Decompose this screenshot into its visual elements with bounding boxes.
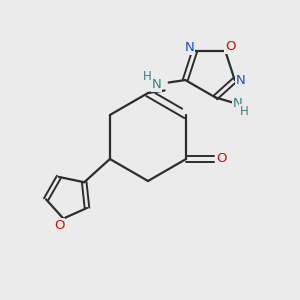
Text: N: N (152, 78, 161, 91)
Text: O: O (216, 152, 226, 166)
Text: O: O (54, 219, 64, 232)
Text: N: N (236, 74, 246, 86)
Text: H: H (143, 70, 152, 83)
Text: N: N (185, 41, 195, 55)
Text: O: O (225, 40, 236, 53)
Text: H: H (240, 105, 249, 118)
Text: N: N (232, 97, 242, 110)
